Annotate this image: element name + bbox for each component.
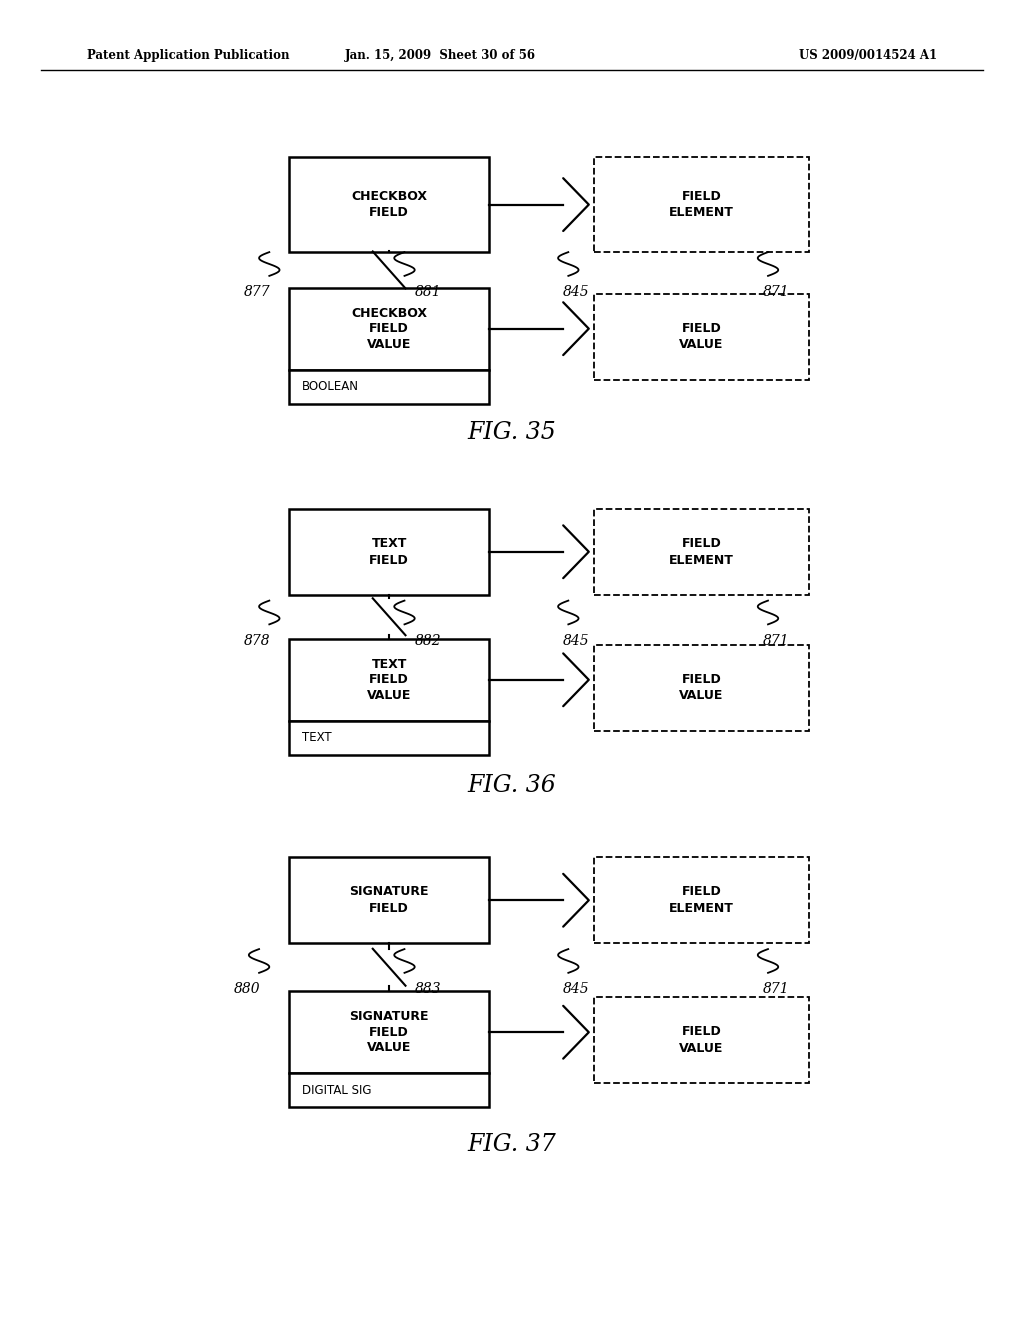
- Text: SIGNATURE
FIELD: SIGNATURE FIELD: [349, 886, 429, 915]
- Text: BOOLEAN: BOOLEAN: [301, 380, 358, 393]
- Bar: [594, 293, 809, 380]
- Text: FIELD
ELEMENT: FIELD ELEMENT: [669, 190, 734, 219]
- Text: 881: 881: [415, 285, 441, 300]
- Bar: [594, 508, 809, 594]
- Text: Patent Application Publication: Patent Application Publication: [87, 49, 290, 62]
- Text: 877: 877: [244, 285, 270, 300]
- Bar: [289, 1073, 489, 1107]
- Text: 871: 871: [763, 634, 790, 648]
- Text: 871: 871: [763, 285, 790, 300]
- Bar: [289, 721, 489, 755]
- Bar: [289, 991, 489, 1073]
- Bar: [289, 858, 489, 942]
- Bar: [594, 998, 809, 1082]
- Text: TEXT
FIELD: TEXT FIELD: [370, 537, 409, 566]
- Text: FIELD
VALUE: FIELD VALUE: [679, 673, 724, 702]
- Text: Jan. 15, 2009  Sheet 30 of 56: Jan. 15, 2009 Sheet 30 of 56: [345, 49, 536, 62]
- Text: 882: 882: [415, 634, 441, 648]
- Text: FIELD
VALUE: FIELD VALUE: [679, 322, 724, 351]
- Text: US 2009/0014524 A1: US 2009/0014524 A1: [799, 49, 937, 62]
- Text: FIELD
ELEMENT: FIELD ELEMENT: [669, 886, 734, 915]
- Text: SIGNATURE
FIELD
VALUE: SIGNATURE FIELD VALUE: [349, 1010, 429, 1055]
- Text: TEXT
FIELD
VALUE: TEXT FIELD VALUE: [367, 657, 412, 702]
- Text: TEXT: TEXT: [301, 731, 331, 744]
- Bar: [289, 288, 489, 370]
- Text: 845: 845: [563, 634, 590, 648]
- Text: FIG. 37: FIG. 37: [468, 1133, 556, 1156]
- Text: 845: 845: [563, 285, 590, 300]
- Text: FIG. 35: FIG. 35: [468, 421, 556, 445]
- Text: DIGITAL SIG: DIGITAL SIG: [301, 1084, 371, 1097]
- Text: CHECKBOX
FIELD
VALUE: CHECKBOX FIELD VALUE: [351, 306, 427, 351]
- Text: FIELD
ELEMENT: FIELD ELEMENT: [669, 537, 734, 566]
- Bar: [594, 858, 809, 942]
- Text: 845: 845: [563, 982, 590, 997]
- Text: 880: 880: [233, 982, 260, 997]
- Text: FIG. 36: FIG. 36: [468, 774, 556, 797]
- Bar: [289, 370, 489, 404]
- Text: 883: 883: [415, 982, 441, 997]
- Bar: [289, 508, 489, 594]
- Text: 871: 871: [763, 982, 790, 997]
- Bar: [289, 157, 489, 252]
- Text: 878: 878: [244, 634, 270, 648]
- Text: FIELD
VALUE: FIELD VALUE: [679, 1026, 724, 1055]
- Bar: [594, 157, 809, 252]
- Bar: [594, 644, 809, 731]
- Bar: [289, 639, 489, 721]
- Text: CHECKBOX
FIELD: CHECKBOX FIELD: [351, 190, 427, 219]
